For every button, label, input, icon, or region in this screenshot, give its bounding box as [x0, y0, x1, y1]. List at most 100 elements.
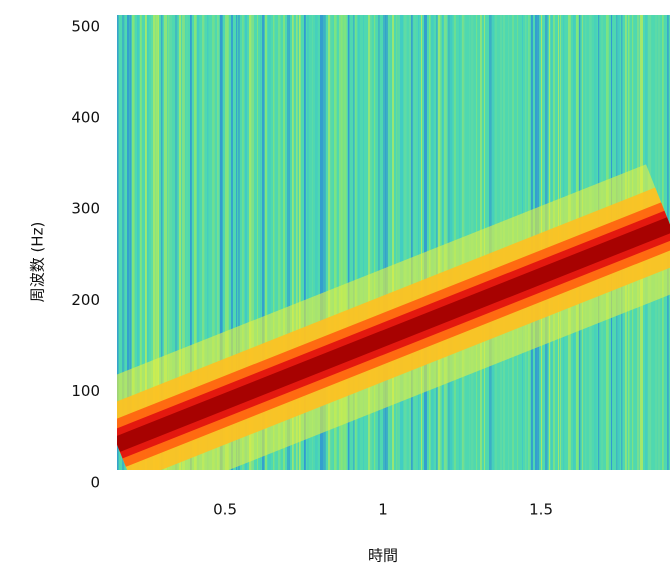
spectrogram-stripe	[440, 15, 442, 470]
spectrogram-stripe	[202, 15, 205, 470]
spectrogram-stripe	[339, 15, 342, 470]
plot-area	[117, 15, 670, 470]
spectrogram-stripe	[236, 15, 238, 470]
spectrogram-stripe	[307, 15, 309, 470]
spectrogram-stripe	[436, 15, 438, 470]
spectrogram-stripe	[217, 15, 219, 470]
spectrogram-stripe	[334, 15, 337, 470]
spectrogram-stripe	[328, 15, 331, 470]
spectrogram-stripe	[398, 15, 400, 470]
spectrogram-stripe	[283, 15, 286, 470]
spectrogram-stripe	[130, 15, 132, 470]
spectrogram-stripe	[262, 15, 265, 470]
spectrogram-stripe	[207, 15, 209, 470]
spectrogram-stripe	[182, 15, 185, 470]
spectrogram-stripe	[220, 15, 223, 470]
spectrogram-stripe	[388, 15, 391, 470]
y-tick-label: 400	[71, 109, 100, 127]
spectrogram-stripe	[385, 15, 388, 470]
spectrogram-stripe	[444, 15, 447, 470]
spectrogram-stripe	[368, 15, 371, 470]
spectrogram-stripe	[190, 15, 192, 470]
spectrogram-stripe	[404, 15, 407, 470]
spectrogram-stripe	[374, 15, 376, 470]
spectrogram-stripe	[292, 15, 294, 470]
spectrogram-stripe	[278, 15, 281, 470]
spectrogram-stripe	[330, 15, 333, 470]
spectrogram-stripe	[225, 15, 228, 470]
spectrogram-stripe	[260, 15, 262, 470]
spectrogram-stripe	[158, 15, 160, 470]
x-axis-label: 時間	[368, 547, 398, 565]
spectrogram-stripe	[348, 15, 350, 470]
spectrogram-stripe	[238, 15, 240, 470]
spectrogram-stripe	[312, 15, 314, 470]
spectrogram-stripe	[257, 15, 259, 470]
spectrogram-stripe	[179, 15, 182, 470]
spectrogram-stripe	[392, 15, 395, 470]
spectrogram-stripe	[448, 15, 450, 470]
spectrogram-stripe	[414, 15, 416, 470]
spectrogram-stripe	[320, 15, 323, 470]
spectrogram-stripe	[304, 15, 306, 470]
spectrogram-stripe	[344, 15, 347, 470]
spectrogram-stripe	[378, 15, 380, 470]
spectrogram-stripe	[186, 15, 189, 470]
spectrogram-stripe	[117, 15, 119, 470]
spectrogram-stripe	[370, 15, 372, 470]
spectrogram-stripe	[355, 15, 357, 470]
spectrogram-stripe	[249, 15, 252, 470]
spectrogram-stripe	[383, 15, 386, 470]
x-tick-label: 1.5	[529, 501, 553, 519]
spectrogram-stripe	[396, 15, 398, 470]
spectrogram-stripe	[175, 15, 178, 470]
ridge-line	[117, 217, 670, 452]
spectrogram-stripe	[409, 15, 412, 470]
spectrogram-stripe	[231, 15, 233, 470]
spectrogram-stripe	[341, 15, 344, 470]
spectrogram-stripe	[424, 15, 427, 470]
spectrogram-stripe	[400, 15, 403, 470]
spectrogram-stripe	[122, 15, 125, 470]
spectrogram-stripe	[442, 15, 444, 470]
x-tick-label: 0.5	[213, 501, 237, 519]
spectrogram-stripe	[153, 15, 156, 470]
spectrogram-stripe	[132, 15, 135, 470]
spectrogram-stripe	[242, 15, 244, 470]
spectrogram-stripe	[287, 15, 290, 470]
spectrogram-stripe	[252, 15, 254, 470]
spectrogram-stripe	[299, 15, 301, 470]
spectrogram-stripe	[296, 15, 298, 470]
spectrogram-stripe	[353, 15, 355, 470]
spectrogram-stripe	[323, 15, 326, 470]
y-tick-label: 300	[71, 200, 100, 218]
spectrogram-stripe	[438, 15, 441, 470]
y-tick-label: 500	[71, 17, 100, 35]
spectrogram-stripe	[245, 15, 248, 470]
spectrogram-stripe	[140, 15, 142, 470]
spectrogram-stripe	[168, 15, 170, 470]
y-tick-label: 100	[71, 382, 100, 400]
spectrogram-stripe	[273, 15, 275, 470]
spectrogram-stripe	[411, 15, 413, 470]
spectrogram-stripe	[170, 15, 172, 470]
x-tick-label: 1	[378, 501, 388, 519]
spectrogram-stripe	[127, 15, 130, 470]
spectrogram-stripe	[363, 15, 365, 470]
spectrogram-stripe	[151, 15, 153, 470]
spectrogram-stripe	[315, 15, 318, 470]
spectrogram-stripe	[194, 15, 197, 470]
spectrogram-stripe	[358, 15, 360, 470]
y-axis-label: 周波数 (Hz)	[29, 222, 47, 303]
spectrogram-stripe	[145, 15, 147, 470]
spectrogram-stripe	[268, 15, 271, 470]
spectrogram-stripe	[161, 15, 163, 470]
spectrogram-stripe	[197, 15, 200, 470]
spectrogram-stripe	[418, 15, 420, 470]
y-tick-label: 200	[71, 291, 100, 309]
spectrogram-stripe	[156, 15, 159, 470]
spectrogram-stripe	[429, 15, 431, 470]
spectrogram-stripe	[227, 15, 230, 470]
spectrogram-stripe	[212, 15, 215, 470]
